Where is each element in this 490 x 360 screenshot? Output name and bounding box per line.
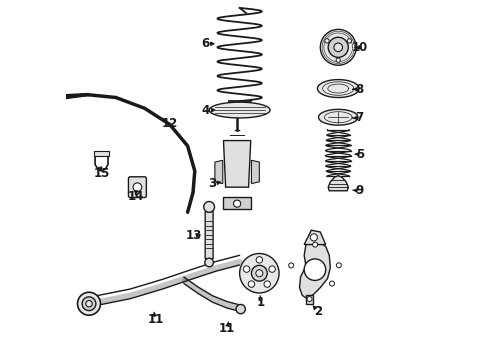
Circle shape <box>347 39 351 43</box>
Circle shape <box>204 202 215 212</box>
Text: 15: 15 <box>94 167 110 180</box>
Polygon shape <box>328 176 348 191</box>
Circle shape <box>236 305 245 314</box>
FancyBboxPatch shape <box>128 177 147 198</box>
Polygon shape <box>304 230 326 244</box>
Text: 13: 13 <box>185 229 201 242</box>
Circle shape <box>86 301 92 307</box>
Text: 10: 10 <box>352 41 368 54</box>
Circle shape <box>289 263 294 268</box>
Text: 7: 7 <box>356 112 364 125</box>
Circle shape <box>336 263 342 268</box>
Circle shape <box>336 58 341 62</box>
Polygon shape <box>318 109 358 125</box>
Circle shape <box>269 266 275 272</box>
Text: 3: 3 <box>208 177 216 190</box>
Circle shape <box>234 200 241 207</box>
Circle shape <box>256 257 263 263</box>
Circle shape <box>264 281 270 287</box>
Circle shape <box>248 281 255 287</box>
Polygon shape <box>223 140 251 187</box>
Bar <box>223 197 251 209</box>
Circle shape <box>205 258 214 267</box>
Text: 12: 12 <box>162 117 178 130</box>
Circle shape <box>82 297 96 311</box>
Circle shape <box>77 292 100 315</box>
Circle shape <box>320 30 356 65</box>
Circle shape <box>334 43 343 51</box>
Circle shape <box>328 37 348 57</box>
Circle shape <box>251 265 267 281</box>
Bar <box>94 151 109 156</box>
Circle shape <box>310 234 318 241</box>
Polygon shape <box>215 160 223 184</box>
Text: 11: 11 <box>219 322 235 335</box>
Polygon shape <box>299 241 330 298</box>
Circle shape <box>313 242 318 247</box>
FancyBboxPatch shape <box>205 212 213 259</box>
Circle shape <box>133 183 142 192</box>
Polygon shape <box>251 160 259 184</box>
Text: 1: 1 <box>257 296 265 309</box>
Circle shape <box>244 266 250 272</box>
Circle shape <box>304 259 326 280</box>
Circle shape <box>240 253 279 293</box>
Text: 9: 9 <box>356 184 364 197</box>
Circle shape <box>307 297 312 302</box>
Circle shape <box>256 270 263 277</box>
Polygon shape <box>209 102 270 118</box>
Text: 4: 4 <box>201 104 210 117</box>
Polygon shape <box>306 295 313 304</box>
Circle shape <box>325 39 329 43</box>
Text: 11: 11 <box>147 312 164 326</box>
Text: 5: 5 <box>356 148 364 161</box>
Text: 6: 6 <box>201 37 210 50</box>
Text: 14: 14 <box>128 190 144 203</box>
Circle shape <box>329 281 335 286</box>
Polygon shape <box>318 80 359 98</box>
Text: 8: 8 <box>356 83 364 96</box>
Text: 2: 2 <box>315 306 322 319</box>
